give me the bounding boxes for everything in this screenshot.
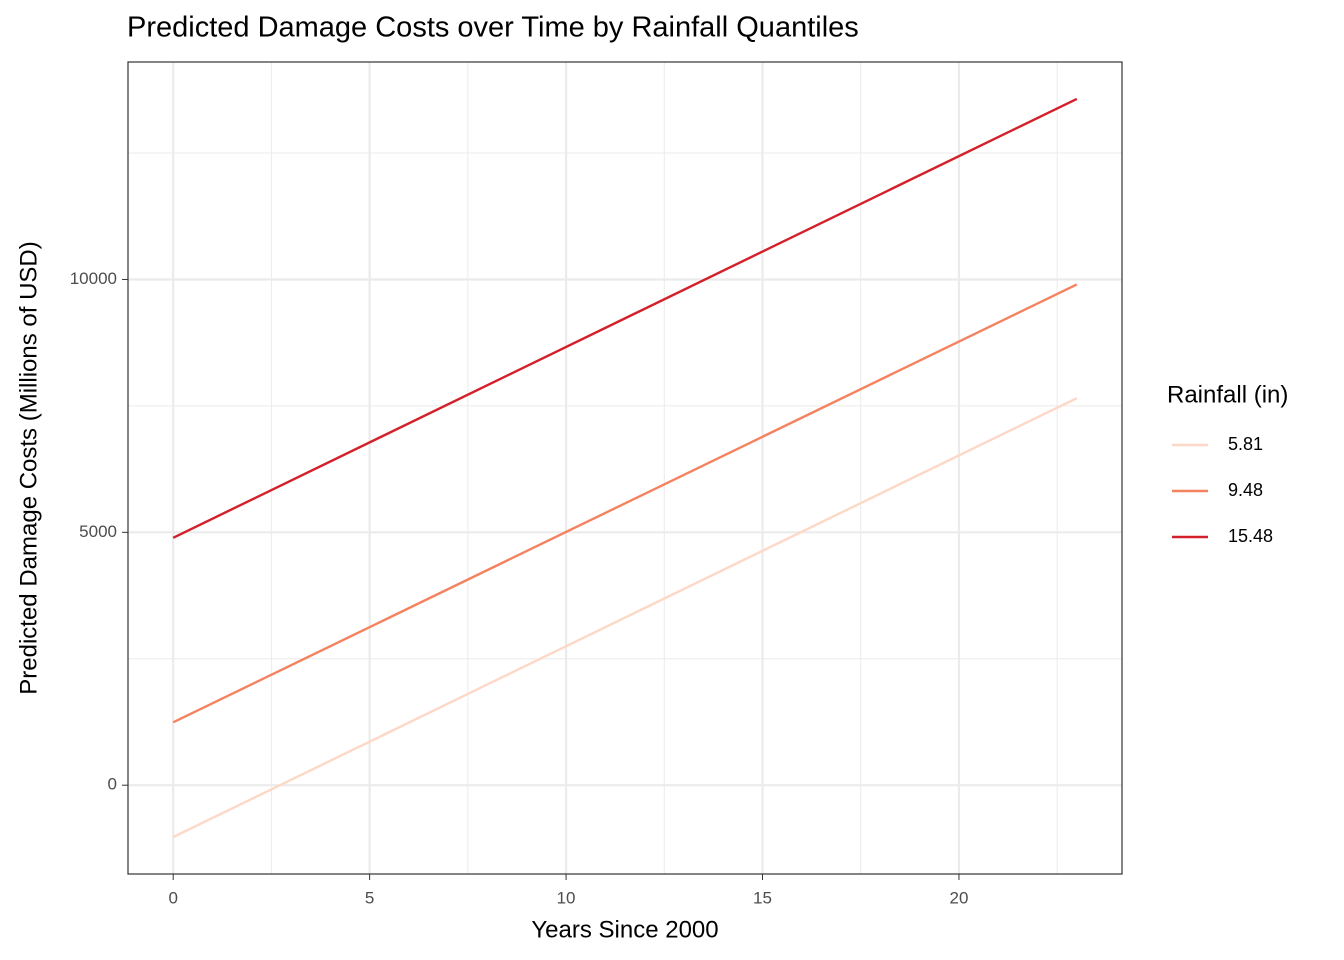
x-tick-label: 10 (557, 888, 576, 907)
series-line (172, 397, 1078, 839)
y-tick-label: 5000 (79, 522, 117, 541)
x-tick-label: 0 (168, 888, 177, 907)
x-tick-label: 5 (365, 888, 374, 907)
x-axis-title: Years Since 2000 (531, 916, 718, 943)
x-tick-label: 20 (949, 888, 968, 907)
series-line (172, 97, 1078, 539)
legend-label: 5.81 (1228, 434, 1263, 454)
y-tick-label: 10000 (70, 269, 117, 288)
legend-label: 9.48 (1228, 480, 1263, 500)
legend-label: 15.48 (1228, 526, 1273, 546)
plot-border (127, 61, 1123, 875)
y-axis-title: Predicted Damage Costs (Millions of USD) (15, 241, 42, 694)
chart-title: Predicted Damage Costs over Time by Rain… (127, 12, 859, 44)
series-line (172, 283, 1078, 724)
y-tick-label: 0 (108, 775, 117, 794)
legend-title: Rainfall (in) (1167, 381, 1288, 408)
x-tick-label: 15 (753, 888, 772, 907)
